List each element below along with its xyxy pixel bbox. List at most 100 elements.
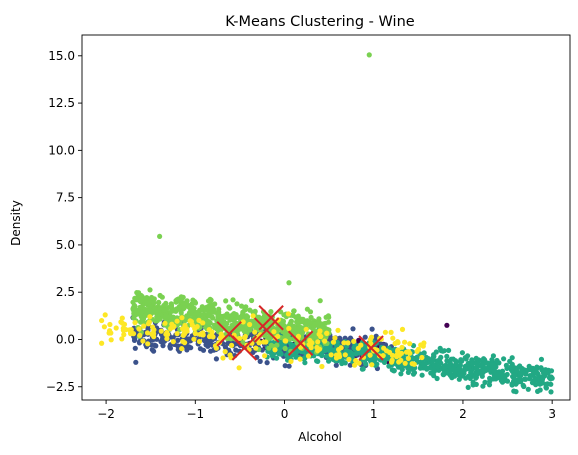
data-point bbox=[132, 345, 138, 351]
data-point bbox=[420, 361, 426, 367]
data-point bbox=[119, 315, 125, 321]
centroid-markers bbox=[216, 305, 384, 361]
data-point bbox=[410, 371, 417, 377]
data-point bbox=[167, 313, 173, 319]
data-point bbox=[382, 329, 388, 335]
data-point bbox=[504, 365, 510, 371]
data-point bbox=[322, 338, 328, 344]
data-point bbox=[302, 360, 308, 366]
data-point bbox=[156, 300, 162, 306]
data-point-outlier bbox=[549, 375, 555, 381]
data-point bbox=[140, 338, 146, 344]
data-point bbox=[282, 363, 288, 369]
data-point bbox=[419, 372, 425, 378]
data-point bbox=[151, 348, 157, 354]
data-point bbox=[224, 311, 230, 317]
data-point bbox=[421, 350, 427, 356]
data-point bbox=[334, 339, 340, 346]
data-point bbox=[256, 340, 262, 346]
data-point bbox=[160, 343, 166, 349]
data-point bbox=[131, 310, 137, 317]
data-point bbox=[242, 333, 248, 340]
data-point bbox=[452, 373, 458, 379]
data-point bbox=[179, 346, 185, 352]
data-point bbox=[414, 354, 420, 360]
data-point bbox=[231, 317, 237, 323]
data-point bbox=[229, 342, 235, 348]
data-point bbox=[101, 324, 107, 330]
data-point bbox=[285, 311, 291, 317]
y-tick-label: 12.5 bbox=[48, 96, 75, 110]
data-point bbox=[338, 345, 344, 351]
data-point bbox=[250, 313, 256, 319]
x-axis-label: Alcohol bbox=[298, 430, 342, 444]
data-point bbox=[369, 362, 375, 368]
data-point bbox=[199, 304, 205, 310]
data-point bbox=[227, 305, 233, 311]
data-point bbox=[181, 305, 187, 311]
data-point-outlier bbox=[538, 356, 545, 362]
centroid-x-marker bbox=[358, 335, 384, 361]
data-point bbox=[538, 365, 544, 371]
data-point bbox=[459, 373, 465, 379]
data-point bbox=[174, 331, 180, 337]
data-point bbox=[458, 357, 464, 363]
data-point bbox=[128, 327, 134, 333]
data-point bbox=[380, 353, 386, 359]
data-point bbox=[242, 328, 248, 334]
data-point bbox=[253, 345, 259, 351]
data-point bbox=[286, 325, 292, 332]
data-point bbox=[295, 333, 302, 339]
data-point bbox=[543, 381, 549, 387]
data-point bbox=[368, 341, 374, 347]
data-point bbox=[165, 331, 171, 337]
data-point bbox=[386, 363, 392, 369]
data-point bbox=[342, 352, 348, 358]
data-point bbox=[137, 332, 143, 338]
data-point bbox=[453, 358, 459, 364]
data-point bbox=[372, 355, 378, 361]
data-point bbox=[470, 360, 476, 367]
data-point bbox=[187, 336, 193, 342]
data-point bbox=[407, 341, 413, 347]
data-point bbox=[209, 329, 215, 335]
data-point bbox=[324, 330, 330, 336]
data-point bbox=[257, 358, 263, 364]
data-point bbox=[307, 319, 313, 325]
data-point bbox=[262, 353, 268, 359]
data-point bbox=[396, 359, 402, 365]
data-point bbox=[333, 362, 339, 368]
data-point bbox=[131, 315, 137, 321]
data-point bbox=[399, 326, 406, 332]
data-point bbox=[200, 330, 206, 336]
data-point bbox=[369, 326, 375, 332]
data-point bbox=[402, 360, 408, 366]
data-point bbox=[535, 388, 541, 394]
data-point bbox=[504, 371, 510, 378]
data-point bbox=[121, 332, 127, 338]
x-tick-label: −1 bbox=[186, 407, 204, 421]
data-point bbox=[119, 336, 125, 342]
data-point bbox=[161, 302, 167, 309]
data-point bbox=[480, 369, 486, 375]
data-point bbox=[278, 351, 284, 357]
data-point bbox=[299, 319, 305, 325]
data-point bbox=[405, 369, 411, 375]
data-point-outlier bbox=[444, 322, 450, 328]
data-point bbox=[243, 313, 250, 319]
data-point bbox=[264, 360, 270, 366]
data-point bbox=[212, 301, 218, 307]
data-point bbox=[396, 352, 402, 358]
data-point bbox=[319, 352, 325, 359]
data-point bbox=[128, 331, 134, 337]
data-point bbox=[180, 338, 186, 344]
data-point bbox=[335, 327, 341, 333]
data-point bbox=[444, 353, 450, 359]
data-point bbox=[500, 372, 506, 378]
data-point bbox=[158, 328, 164, 334]
data-point bbox=[459, 350, 465, 356]
data-point bbox=[314, 358, 320, 364]
data-point bbox=[151, 300, 157, 306]
data-point bbox=[146, 306, 152, 312]
data-point bbox=[414, 348, 420, 354]
